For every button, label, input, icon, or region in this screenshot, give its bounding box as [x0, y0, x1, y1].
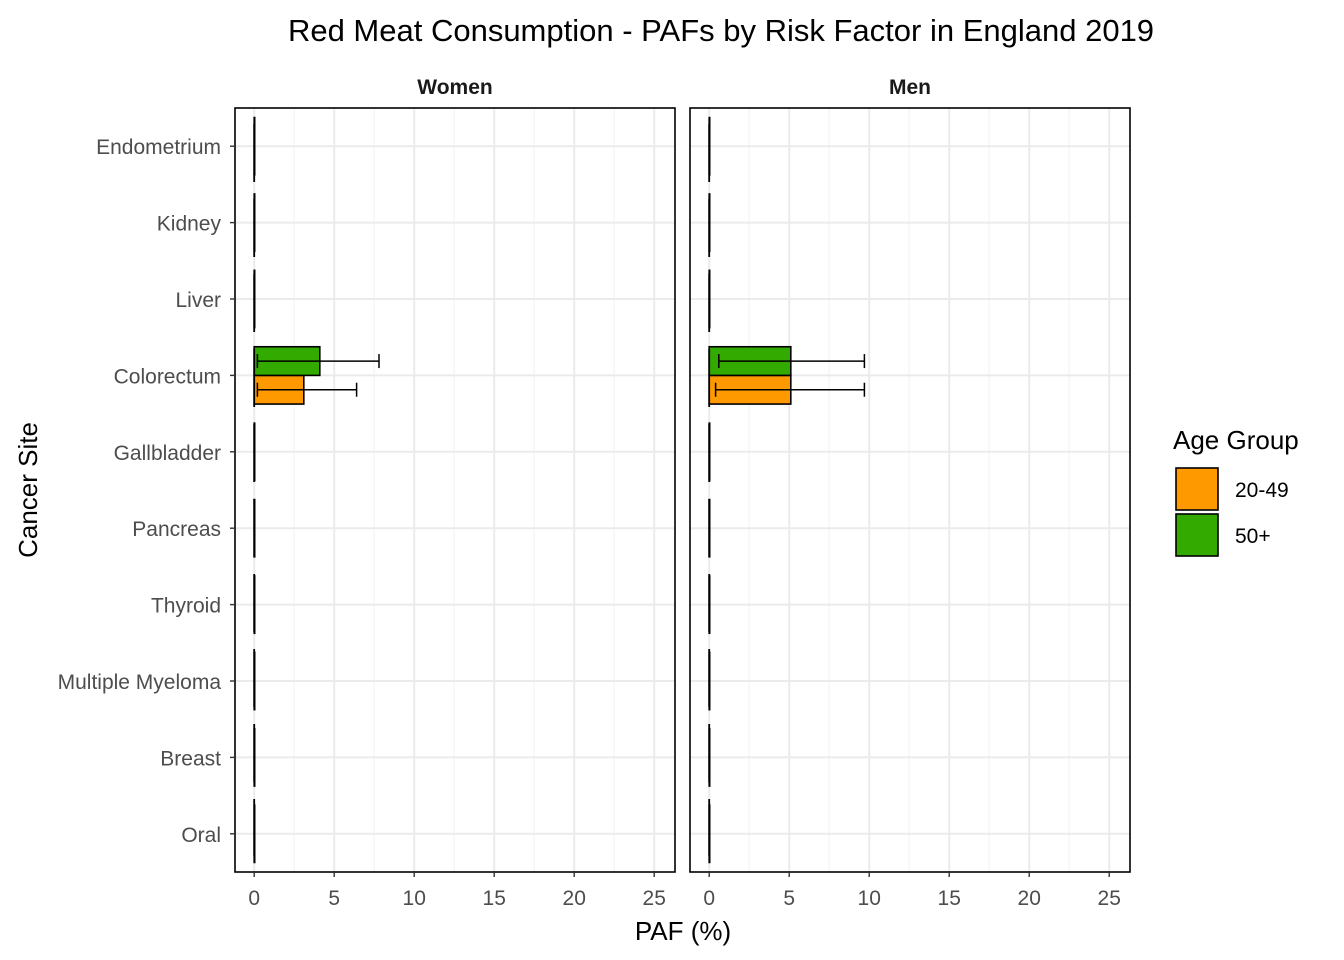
x-tick-label: 25	[643, 887, 666, 910]
x-axis-title: PAF (%)	[635, 916, 731, 946]
facet-label-women: Women	[417, 76, 492, 99]
x-tick-label: 25	[1098, 887, 1121, 910]
x-tick-label: 10	[858, 887, 881, 910]
legend-label: 20-49	[1235, 479, 1289, 502]
x-tick-label: 5	[328, 887, 340, 910]
legend-title: Age Group	[1173, 425, 1299, 455]
legend-key-50plus	[1175, 513, 1219, 557]
y-tick-label: Kidney	[157, 213, 222, 236]
x-tick-label: 0	[703, 887, 715, 910]
chart-title: Red Meat Consumption - PAFs by Risk Fact…	[288, 13, 1154, 48]
y-tick-label: Colorectum	[114, 365, 221, 388]
x-tick-label: 5	[783, 887, 795, 910]
panel-border-men	[689, 107, 1131, 873]
y-axis-title: Cancer Site	[13, 422, 43, 558]
x-tick-label: 20	[1018, 887, 1041, 910]
legend: Age Group 20-49 50+	[1173, 425, 1299, 557]
legend-label: 50+	[1235, 525, 1271, 548]
plot-area: Women 0 5 10 15 20 25 Men 0 5 10 15 20 25 Endometrium K…	[58, 76, 1131, 910]
panel-border-women	[234, 107, 676, 873]
x-tick-label: 10	[403, 887, 426, 910]
facet-label-men: Men	[889, 76, 931, 99]
y-tick-label: Multiple Myeloma	[58, 671, 222, 694]
x-tick-label: 20	[563, 887, 586, 910]
y-tick-label: Thyroid	[151, 595, 221, 618]
y-tick-label: Pancreas	[132, 518, 221, 541]
y-tick-label: Endometrium	[96, 136, 221, 159]
y-tick-label: Liver	[175, 289, 221, 312]
x-tick-label: 15	[938, 887, 961, 910]
y-tick-label: Breast	[160, 747, 221, 770]
x-tick-label: 0	[248, 887, 260, 910]
y-tick-label: Gallbladder	[114, 442, 221, 465]
x-tick-label: 15	[483, 887, 506, 910]
y-tick-label: Oral	[181, 824, 221, 847]
legend-key-20-49	[1175, 467, 1219, 511]
